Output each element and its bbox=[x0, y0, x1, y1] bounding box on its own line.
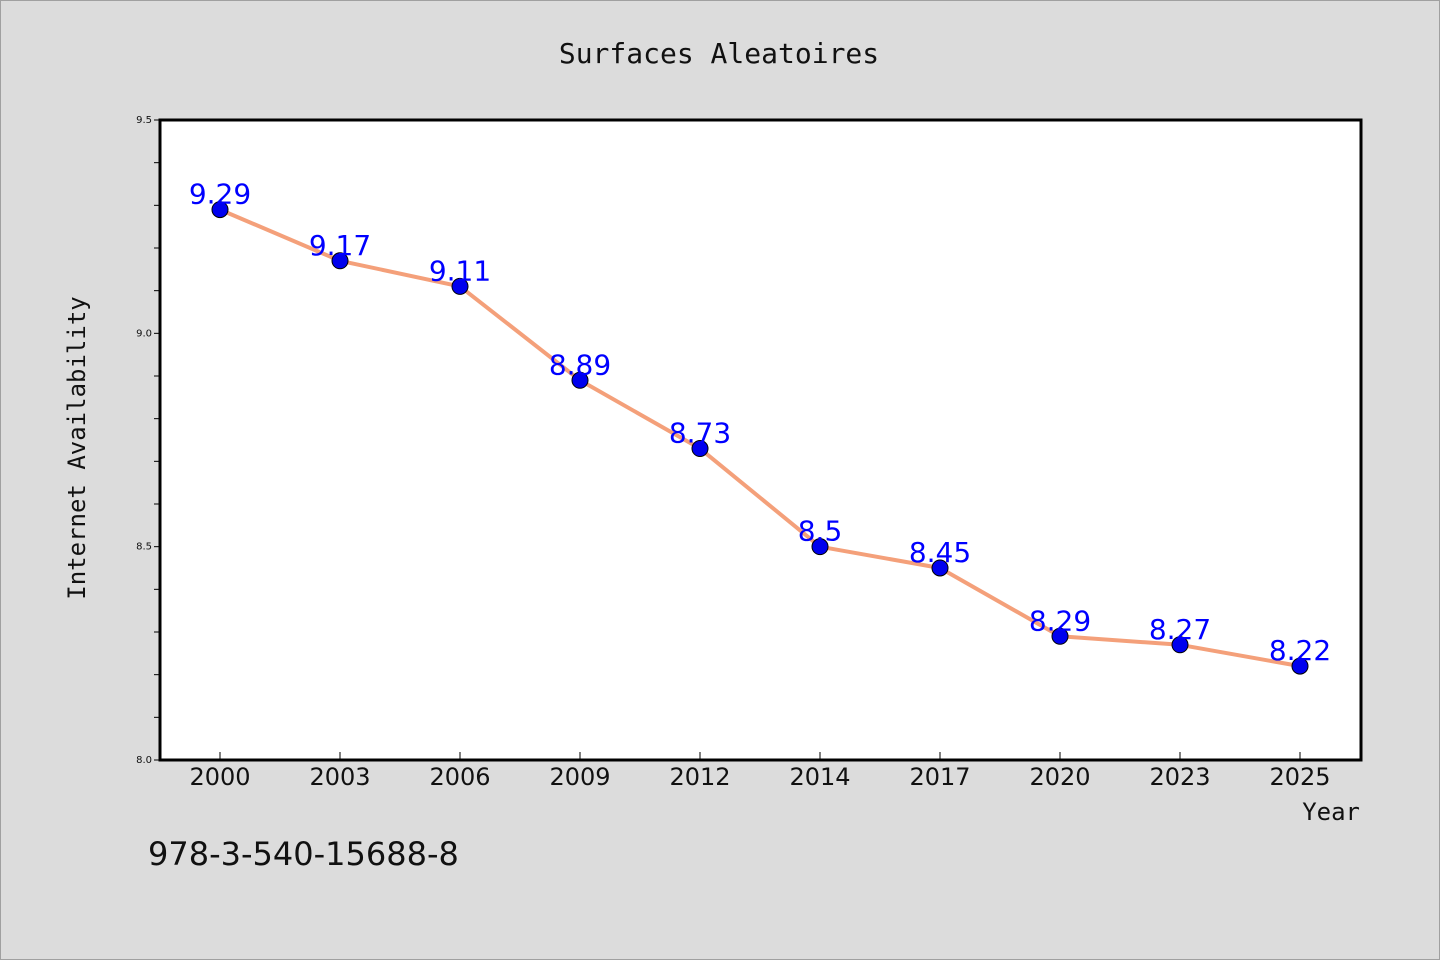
x-tick-label: 2014 bbox=[789, 763, 850, 791]
y-tick-label: 8.0 bbox=[136, 755, 152, 766]
data-value-label: 8.89 bbox=[549, 348, 611, 381]
data-point-marker bbox=[331, 252, 349, 270]
data-value-label: 8.45 bbox=[909, 536, 971, 569]
x-tick-label: 2006 bbox=[429, 763, 490, 791]
data-value-label: 8.73 bbox=[669, 417, 731, 450]
plot-area bbox=[160, 120, 1361, 760]
x-tick-label: 2012 bbox=[669, 763, 730, 791]
x-tick-label: 2017 bbox=[909, 763, 970, 791]
data-point-marker bbox=[931, 559, 949, 577]
x-tick-label: 2023 bbox=[1149, 763, 1210, 791]
y-tick-label: 8.5 bbox=[136, 542, 152, 553]
x-tick-label: 2009 bbox=[549, 763, 610, 791]
data-markers bbox=[211, 201, 1309, 675]
data-point-marker bbox=[691, 440, 709, 458]
data-value-label: 9.17 bbox=[309, 229, 371, 262]
data-point-marker bbox=[811, 538, 829, 556]
y-axis-label: Internet Availability bbox=[63, 296, 91, 599]
data-value-label: 8.27 bbox=[1149, 613, 1211, 646]
plot-border bbox=[158, 118, 1363, 762]
data-value-label: 9.29 bbox=[189, 178, 251, 211]
data-value-label: 8.5 bbox=[798, 515, 843, 548]
y-axis-ticks: 8.0 8.5 9.0 9.5 bbox=[136, 115, 160, 766]
data-value-label: 8.29 bbox=[1029, 604, 1091, 637]
x-axis-ticks: 2000 2003 2006 2009 2012 2014 2017 2020 2023 2025 bbox=[189, 752, 1331, 791]
x-axis-label: Year bbox=[1302, 798, 1360, 826]
y-tick-label: 9.0 bbox=[136, 328, 152, 339]
data-point-marker bbox=[211, 201, 229, 219]
data-point-marker bbox=[1291, 657, 1309, 675]
series-line bbox=[218, 207, 1302, 669]
footnote-isbn: 978-3-540-15688-8 bbox=[148, 835, 459, 873]
y-tick-label: 9.5 bbox=[136, 115, 152, 126]
x-tick-label: 2020 bbox=[1029, 763, 1090, 791]
chart-title: Surfaces Aleatoires bbox=[559, 37, 879, 70]
x-tick-label: 2003 bbox=[309, 763, 370, 791]
data-point-marker bbox=[1171, 636, 1189, 654]
data-labels: 9.29 9.17 9.11 8.89 8.73 8.5 8.45 8.29 8.27 8.22 bbox=[189, 178, 1331, 668]
data-point-marker bbox=[1051, 627, 1069, 645]
data-value-label: 8.22 bbox=[1269, 634, 1331, 667]
x-tick-label: 2000 bbox=[189, 763, 250, 791]
data-value-label: 9.11 bbox=[429, 254, 491, 287]
x-tick-label: 2025 bbox=[1269, 763, 1330, 791]
data-point-marker bbox=[451, 277, 469, 295]
data-point-marker bbox=[571, 371, 589, 389]
